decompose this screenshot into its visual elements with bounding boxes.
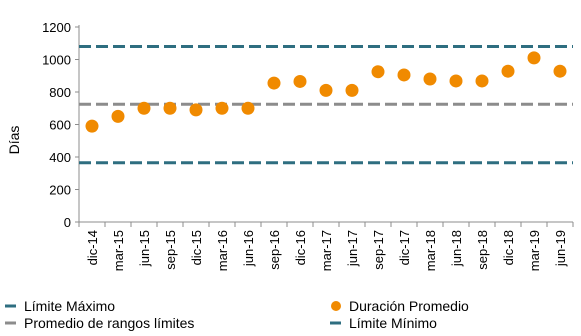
data-point (449, 74, 463, 88)
data-point (345, 83, 359, 97)
x-tick-label: dic-16 (293, 230, 308, 265)
data-point (189, 103, 203, 117)
data-point (163, 101, 177, 115)
legend-label: Límite Mínimo (349, 315, 437, 331)
x-tick-label: jun-17 (345, 230, 360, 267)
y-tick-label: 200 (49, 183, 71, 198)
data-point (527, 51, 541, 65)
x-tick-label: mar-17 (319, 230, 334, 271)
data-point (319, 83, 333, 97)
x-tick-labels: dic-14 mar-15 jun-15 sep-15 dic-15 mar-16 jun-… (85, 230, 568, 271)
y-tick-label: 800 (49, 85, 71, 100)
data-point (111, 109, 125, 123)
legend: Límite Máximo Duración Promedio Promedio d… (5, 298, 469, 331)
axes (75, 25, 574, 227)
legend-label: Límite Máximo (24, 298, 115, 314)
data-point (293, 74, 307, 88)
data-point (85, 119, 99, 133)
data-point (553, 64, 567, 78)
legend-marker (331, 301, 341, 311)
y-tick-label: 0 (64, 215, 71, 230)
data-point (241, 101, 255, 115)
y-tick-label: 1000 (42, 53, 71, 68)
y-axis-label: Días (6, 126, 22, 155)
y-tick-label: 600 (49, 118, 71, 133)
data-point (501, 64, 515, 78)
x-tick-label: mar-18 (423, 230, 438, 271)
x-tick-label: sep-17 (371, 230, 386, 270)
y-tick-labels: 0 200 400 600 800 1000 1200 (42, 20, 71, 230)
x-tick-label: mar-16 (215, 230, 230, 271)
y-tick-label: 1200 (42, 20, 71, 35)
x-tick-label: sep-18 (475, 230, 490, 270)
x-tick-label: dic-15 (189, 230, 204, 265)
x-tick-label: jun-19 (553, 230, 568, 267)
x-tick-label: mar-19 (527, 230, 542, 271)
x-tick-label: dic-17 (397, 230, 412, 265)
data-point (137, 101, 151, 115)
data-point (423, 72, 437, 86)
data-point (475, 74, 489, 88)
x-tick-label: dic-14 (85, 230, 100, 265)
data-point (215, 101, 229, 115)
data-point (267, 76, 281, 90)
x-tick-label: jun-15 (137, 230, 152, 267)
y-tick-label: 400 (49, 150, 71, 165)
x-tick-label: mar-15 (111, 230, 126, 271)
data-points (85, 51, 567, 133)
data-point (371, 65, 385, 79)
x-tick-label: sep-16 (267, 230, 282, 270)
data-point (397, 68, 411, 82)
legend-label: Duración Promedio (349, 298, 469, 314)
legend-label: Promedio de rangos límites (24, 315, 194, 331)
x-tick-label: jun-18 (449, 230, 464, 267)
x-tick-label: sep-15 (163, 230, 178, 270)
x-tick-label: dic-18 (501, 230, 516, 265)
reference-lines (79, 45, 573, 165)
x-tick-label: jun-16 (241, 230, 256, 267)
